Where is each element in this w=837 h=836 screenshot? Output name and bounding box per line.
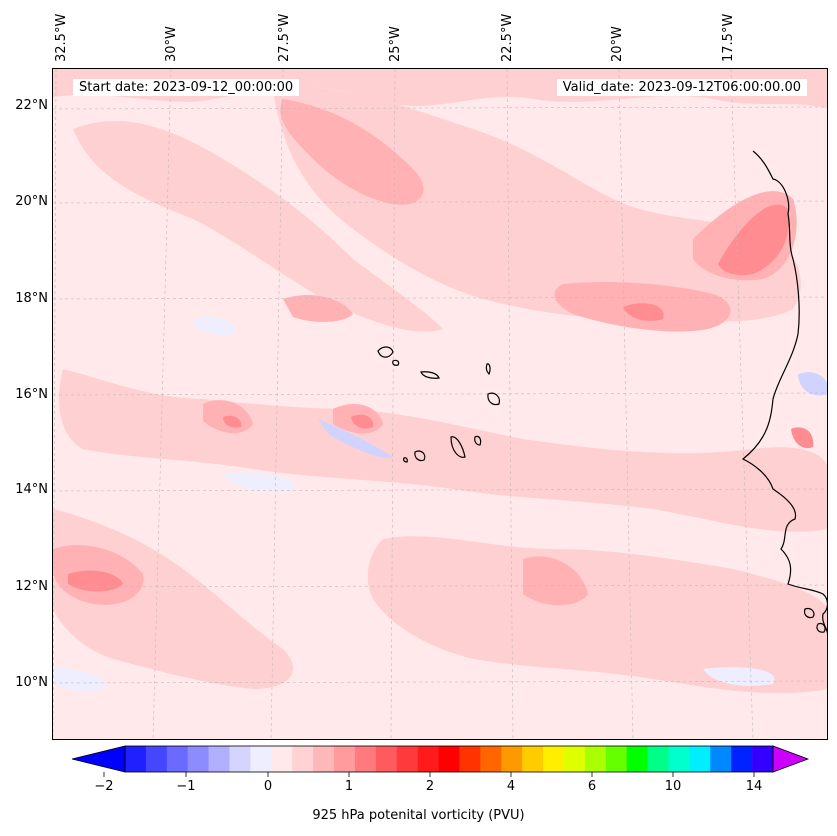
pv-contour-upper-pink — [280, 99, 424, 205]
colorbar-segment — [375, 746, 398, 772]
pv-core-sw — [68, 570, 123, 592]
grid-lon-20w — [618, 69, 634, 739]
pv-core-center-vortex — [351, 414, 374, 429]
lat-label-20n: 20°N — [15, 194, 48, 209]
cb-tick-10: 10 — [664, 779, 682, 794]
pv-core-east — [623, 303, 664, 321]
colorbar-segment — [166, 746, 189, 772]
grid-lon-25w — [390, 69, 396, 739]
colorbar-segment — [626, 746, 648, 772]
colorbar-low-extend — [71, 745, 126, 773]
grid-lon-17-5w — [730, 69, 754, 739]
lat-label-18n: 18°N — [15, 291, 48, 306]
colorbar-segment — [501, 746, 523, 772]
pv-contour-lower-center — [367, 536, 827, 694]
dark-pink-contours — [68, 204, 814, 592]
lat-label-22n: 22°N — [15, 98, 48, 113]
lat-label-16n: 16°N — [15, 387, 48, 402]
cb-tick-2: 2 — [425, 779, 435, 794]
pv-contour-central-north — [273, 87, 801, 322]
map-panel[interactable]: Start date: 2023-09-12_00:00:00 Valid_da… — [52, 68, 828, 740]
pv-light-negative-1 — [193, 317, 236, 335]
colorbar-segment — [647, 746, 669, 772]
cape-verde-sao-nicolau — [420, 371, 440, 379]
colorbar-segment — [480, 746, 502, 772]
graticule — [53, 69, 827, 739]
bijagos-islands — [803, 607, 826, 633]
cape-verde-fogo — [414, 450, 426, 462]
colorbar-segment — [334, 746, 356, 772]
pv-contour-mid-left — [59, 369, 827, 532]
colorbar-segment — [689, 746, 711, 772]
cb-tick-6: 6 — [587, 779, 597, 794]
pv-light-negative-2 — [223, 472, 295, 492]
pv-contour-south-center — [523, 556, 588, 606]
pv-contour-upper-left — [73, 120, 443, 332]
colorbar-title: 925 hPa potenital vorticity (PVU) — [312, 808, 525, 823]
colorbar-ticks — [103, 772, 755, 777]
cb-tick-1: 1 — [344, 779, 354, 794]
grid-lon-27-5w — [270, 69, 284, 739]
pv-contour-cape-verde-north — [283, 294, 353, 322]
cb-tick-4: 4 — [506, 779, 516, 794]
grid-lon-32-5w — [53, 69, 57, 739]
cape-verde-sal — [485, 363, 491, 376]
colorbar-segment — [710, 746, 732, 772]
colorbar-segment — [208, 746, 230, 772]
colorbar-segment — [605, 746, 627, 772]
colorbar-segment — [313, 746, 335, 772]
pv-core-coast-north — [718, 204, 789, 276]
pv-contour-map — [53, 69, 827, 739]
colorbar-segments — [125, 746, 774, 772]
cb-tick-0: 0 — [263, 779, 273, 794]
colorbar-segment — [250, 746, 272, 772]
cape-verde-brava — [403, 457, 408, 463]
colorbar-segment — [731, 746, 753, 772]
grid-lon-22-5w — [506, 69, 514, 739]
cb-tick-14: 14 — [745, 779, 763, 794]
cape-verde-sao-vicente — [392, 359, 400, 366]
pv-light-negative-4 — [53, 667, 105, 691]
colorbar-segment — [752, 746, 774, 772]
pv-contour-north-band — [53, 69, 827, 109]
colorbar-segment — [396, 746, 418, 772]
colorbar-segment — [292, 746, 314, 772]
pv-negative-band — [318, 419, 393, 458]
cape-verde-santiago — [450, 436, 466, 458]
grid-lon-30w — [152, 69, 172, 739]
colorbar-segment — [417, 746, 439, 772]
africa-coastline — [741, 150, 827, 634]
colorbar-segment — [584, 746, 607, 772]
colorbar-segment — [522, 746, 544, 772]
colorbar-segment — [438, 746, 460, 772]
cape-verde-boa-vista — [487, 392, 500, 406]
colorbar-segment — [668, 746, 690, 772]
cape-verde-santo-antao — [377, 346, 394, 358]
colorbar-segment — [563, 746, 586, 772]
start-date-label: Start date: 2023-09-12_00:00:00 — [73, 79, 300, 96]
colorbar-segment — [125, 746, 147, 772]
lat-label-10n: 10°N — [15, 675, 48, 690]
colorbar-segment — [229, 746, 251, 772]
colorbar — [71, 745, 810, 777]
coastlines — [377, 150, 827, 634]
lat-label-14n: 14°N — [15, 482, 48, 497]
cape-verde-maio — [474, 435, 482, 446]
light-pink-contours — [53, 69, 827, 694]
pv-core-left-vortex — [223, 415, 242, 428]
valid-date-label: Valid_date: 2023-09-12T06:00:00.00 — [556, 79, 807, 96]
pv-core-coast-south — [791, 427, 814, 449]
colorbar-segment — [145, 746, 168, 772]
cb-tick-m2: −2 — [94, 779, 114, 794]
colorbar-segment — [187, 746, 209, 772]
colorbar-segment — [271, 746, 293, 772]
pv-negative-coast — [798, 372, 827, 396]
colorbar-outline — [124, 745, 774, 773]
lat-label-12n: 12°N — [15, 579, 48, 594]
colorbar-high-extend — [772, 745, 810, 773]
cb-tick-m1: −1 — [176, 779, 196, 794]
colorbar-segment — [543, 746, 565, 772]
colorbar-segment — [459, 746, 481, 772]
colorbar-segment — [354, 746, 377, 772]
